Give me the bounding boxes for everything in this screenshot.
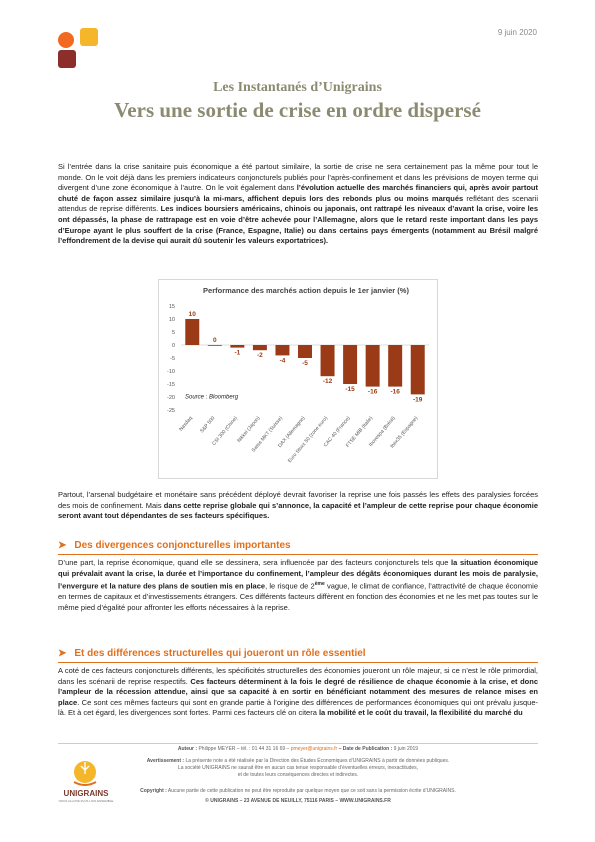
logo-square-orange <box>58 32 74 48</box>
y-tick-label: 5 <box>172 330 175 336</box>
market-performance-chart: Performance des marchés action depuis le… <box>158 279 438 479</box>
data-label: -16 <box>390 389 400 396</box>
y-tick-label: -20 <box>167 395 175 401</box>
chart-bar <box>275 345 290 356</box>
section-1-rule <box>58 554 538 555</box>
unigrains-logo-icon <box>73 761 97 786</box>
s1-text-4: vague, le climat de confiance, l’attract… <box>58 581 538 612</box>
y-tick-label: -5 <box>170 356 175 362</box>
s1-text-3: , le risque de 2 <box>265 581 315 591</box>
chart-bar <box>230 345 245 348</box>
chart-bar <box>388 345 403 387</box>
author-email[interactable]: pmeyer@unigrains.fr <box>290 746 338 752</box>
unigrains-logo <box>60 758 110 806</box>
chart-bar <box>320 345 335 377</box>
data-label: -1 <box>234 350 240 357</box>
s1-text-2: la situation économique qui prévalait av… <box>58 558 539 591</box>
warning-text-2: La société UNIGRAINS ne saurait être en … <box>177 765 419 771</box>
warning-label: Avertissement : <box>146 758 185 764</box>
chart-svg: Performance des marchés action depuis le… <box>167 286 429 464</box>
data-label: 10 <box>189 311 197 318</box>
arrow-right-icon: ➤ <box>58 648 67 659</box>
brand-logo <box>58 28 102 68</box>
pub-date-label: – Date de Publication : <box>338 746 393 752</box>
intro-text-2: l’évolution actuelle des marchés financi… <box>58 183 538 203</box>
category-label: Nikkei (Japon) <box>236 415 261 444</box>
chart-bar <box>365 345 380 387</box>
data-label: -15 <box>345 386 355 393</box>
chart-bar <box>410 345 425 395</box>
intro-text-3: reflétant des scenarii attendus de repri… <box>58 193 538 214</box>
intro-paragraph: Si l’entrée dans la crise sanitaire puis… <box>58 162 538 247</box>
footer-copyright: Copyright : Aucune partie de cette publi… <box>58 788 538 795</box>
publication-date: 9 juin 2020 <box>497 28 537 37</box>
author-label: Auteur : <box>177 746 198 752</box>
s2-text-2: Ces facteurs déterminent à la fois le de… <box>58 676 538 707</box>
chart-bar <box>252 345 267 351</box>
address-text: © UNIGRAINS – 23 AVENUE DE NEUILLY, 7511… <box>205 798 391 804</box>
section-2-heading-text: Et des différences structurelles qui jou… <box>74 648 366 659</box>
logo-square-red <box>58 50 76 68</box>
section-2-paragraph: A coté de ces facteurs conjoncturels dif… <box>58 666 538 719</box>
chart-source: Source : Bloomberg <box>185 394 239 400</box>
chart-bar <box>207 345 222 346</box>
copyright-label: Copyright : <box>140 788 167 794</box>
section-1-paragraph: D’une part, la reprise économique, quand… <box>58 558 538 613</box>
copyright-text: Aucune partie de cette publication ne pe… <box>166 788 456 794</box>
chart-title: Performance des marchés action depuis le… <box>203 286 409 295</box>
s1-text-1: D’une part, la reprise économique, quand… <box>58 558 452 567</box>
footer-warning: Avertissement : La présente note a été r… <box>58 758 538 779</box>
chart-bar <box>298 345 312 358</box>
data-label: -2 <box>257 352 263 359</box>
unigrains-wordmark: UNIGRAINS <box>63 789 109 798</box>
series-title: Les Instantanés d’Unigrains <box>213 80 382 95</box>
chart-bar <box>343 345 358 384</box>
author-details: Philippe MEYER – tél. : 01 44 31 16 69 – <box>197 746 291 752</box>
section-2-rule <box>58 662 538 663</box>
y-tick-label: 10 <box>169 317 175 323</box>
intro-text-4: Les indices boursiers américains, chinoi… <box>58 204 538 246</box>
warning-text-3: et de toutes leurs conséquences directes… <box>237 772 359 778</box>
y-tick-label: 0 <box>172 343 175 349</box>
unigrains-tagline: NOUS ALLONS PLUS LOIN ENSEMBLE <box>58 799 114 803</box>
y-tick-label: -15 <box>167 382 175 388</box>
s2-text-1: A coté de ces facteurs conjoncturels dif… <box>58 666 538 686</box>
section-heading-2: ➤ Et des différences structurelles qui jo… <box>58 648 366 659</box>
arrow-right-icon: ➤ <box>58 540 67 551</box>
y-tick-label: -10 <box>167 369 175 375</box>
section-heading-1: ➤ Des divergences conjoncturelles importa… <box>58 540 291 551</box>
data-label: 0 <box>213 337 217 344</box>
warning-text: La présente note a été réalisée par la D… <box>184 758 450 764</box>
data-label: -16 <box>368 389 378 396</box>
y-tick-label: 15 <box>169 304 175 310</box>
data-label: -4 <box>280 357 286 364</box>
section-1-heading-text: Des divergences conjoncturelles importan… <box>74 540 291 551</box>
page-title: Vers une sortie de crise en ordre disper… <box>114 98 481 122</box>
s2-text-3: . Ce sont ces mêmes facteurs qui sont en… <box>58 697 538 718</box>
after-chart-paragraph: Partout, l’arsenal budgétaire et monétai… <box>58 490 538 522</box>
s1-sup: ème <box>314 581 325 588</box>
data-label: -5 <box>302 360 308 367</box>
logo-square-yellow <box>80 28 98 46</box>
after-chart-text-1: Partout, l’arsenal budgétaire et monétai… <box>58 490 538 510</box>
intro-text-1: Si l’entrée dans la crise sanitaire puis… <box>58 162 538 193</box>
s2-text-4: la mobilité et le coût du travail, la fl… <box>318 708 523 718</box>
chart-bar <box>185 319 200 345</box>
footer-address: © UNIGRAINS – 23 AVENUE DE NEUILLY, 7511… <box>58 798 538 805</box>
data-label: -12 <box>323 378 333 385</box>
after-chart-text-2: dans cette reprise globale qui s’annonce… <box>58 500 538 521</box>
category-label: Euro Stoxx 50 (zone euro) <box>287 415 329 464</box>
y-tick-label: -25 <box>167 408 175 414</box>
footer-author-line: Auteur : Philippe MEYER – tél. : 01 44 3… <box>58 746 538 753</box>
data-label: -19 <box>413 396 423 403</box>
category-label: Nasdaq <box>178 415 194 432</box>
pub-date: 9 juin 2019 <box>392 746 419 752</box>
footer-separator <box>58 743 538 744</box>
category-label: S&P 500 <box>199 415 216 434</box>
